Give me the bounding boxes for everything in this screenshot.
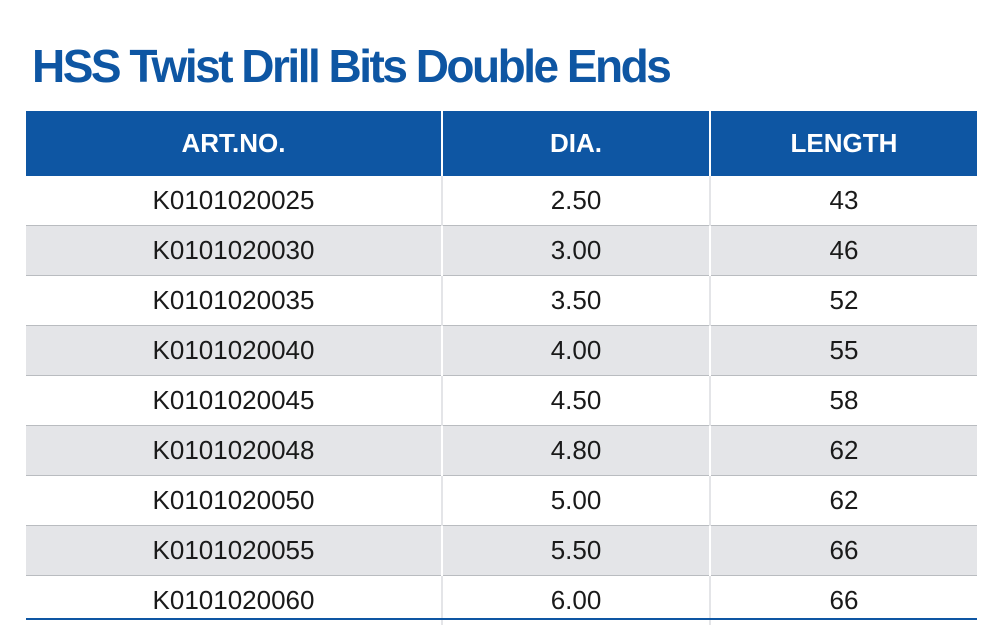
length-cell: 55 xyxy=(709,325,977,376)
art-no-cell: K0101020040 xyxy=(26,325,442,376)
table-body: K0101020025 2.50 43 K0101020030 3.00 46 … xyxy=(26,176,977,625)
dia-cell: 5.00 xyxy=(441,475,710,526)
table-row: K0101020050 5.00 62 xyxy=(26,475,977,526)
table-row: K0101020035 3.50 52 xyxy=(26,275,977,326)
art-no-cell: K0101020060 xyxy=(26,575,442,625)
length-cell: 62 xyxy=(709,475,977,526)
header-art-no: ART.NO. xyxy=(26,111,442,176)
length-cell: 46 xyxy=(709,225,977,276)
table-row: K0101020040 4.00 55 xyxy=(26,325,977,376)
dia-cell: 4.00 xyxy=(441,325,710,376)
table-row: K0101020048 4.80 62 xyxy=(26,425,977,476)
art-no-cell: K0101020045 xyxy=(26,375,442,426)
art-no-cell: K0101020050 xyxy=(26,475,442,526)
dia-cell: 3.50 xyxy=(441,275,710,326)
header-row: ART.NO. DIA. LENGTH xyxy=(26,111,977,176)
length-cell: 66 xyxy=(709,525,977,576)
art-no-cell: K0101020025 xyxy=(26,176,442,226)
product-table: ART.NO. DIA. LENGTH K0101020025 2.50 43 … xyxy=(26,111,977,625)
art-no-cell: K0101020048 xyxy=(26,425,442,476)
table-row: K0101020045 4.50 58 xyxy=(26,375,977,426)
length-cell: 58 xyxy=(709,375,977,426)
table-row: K0101020030 3.00 46 xyxy=(26,225,977,276)
dia-cell: 6.00 xyxy=(441,575,710,625)
product-table-container: ART.NO. DIA. LENGTH K0101020025 2.50 43 … xyxy=(26,111,977,625)
length-cell: 62 xyxy=(709,425,977,476)
table-row: K0101020025 2.50 43 xyxy=(26,176,977,226)
table-row: K0101020060 6.00 66 xyxy=(26,575,977,625)
art-no-cell: K0101020035 xyxy=(26,275,442,326)
art-no-cell: K0101020030 xyxy=(26,225,442,276)
header-dia: DIA. xyxy=(441,111,710,176)
page-title: HSS Twist Drill Bits Double Ends xyxy=(32,40,672,92)
dia-cell: 2.50 xyxy=(441,176,710,226)
dia-cell: 3.00 xyxy=(441,225,710,276)
dia-cell: 4.50 xyxy=(441,375,710,426)
art-no-cell: K0101020055 xyxy=(26,525,442,576)
length-cell: 52 xyxy=(709,275,977,326)
length-cell: 43 xyxy=(709,176,977,226)
dia-cell: 5.50 xyxy=(441,525,710,576)
table-header: ART.NO. DIA. LENGTH xyxy=(26,111,977,176)
dia-cell: 4.80 xyxy=(441,425,710,476)
table-bottom-rule xyxy=(26,618,977,620)
length-cell: 66 xyxy=(709,575,977,625)
header-length: LENGTH xyxy=(709,111,977,176)
table-row: K0101020055 5.50 66 xyxy=(26,525,977,576)
